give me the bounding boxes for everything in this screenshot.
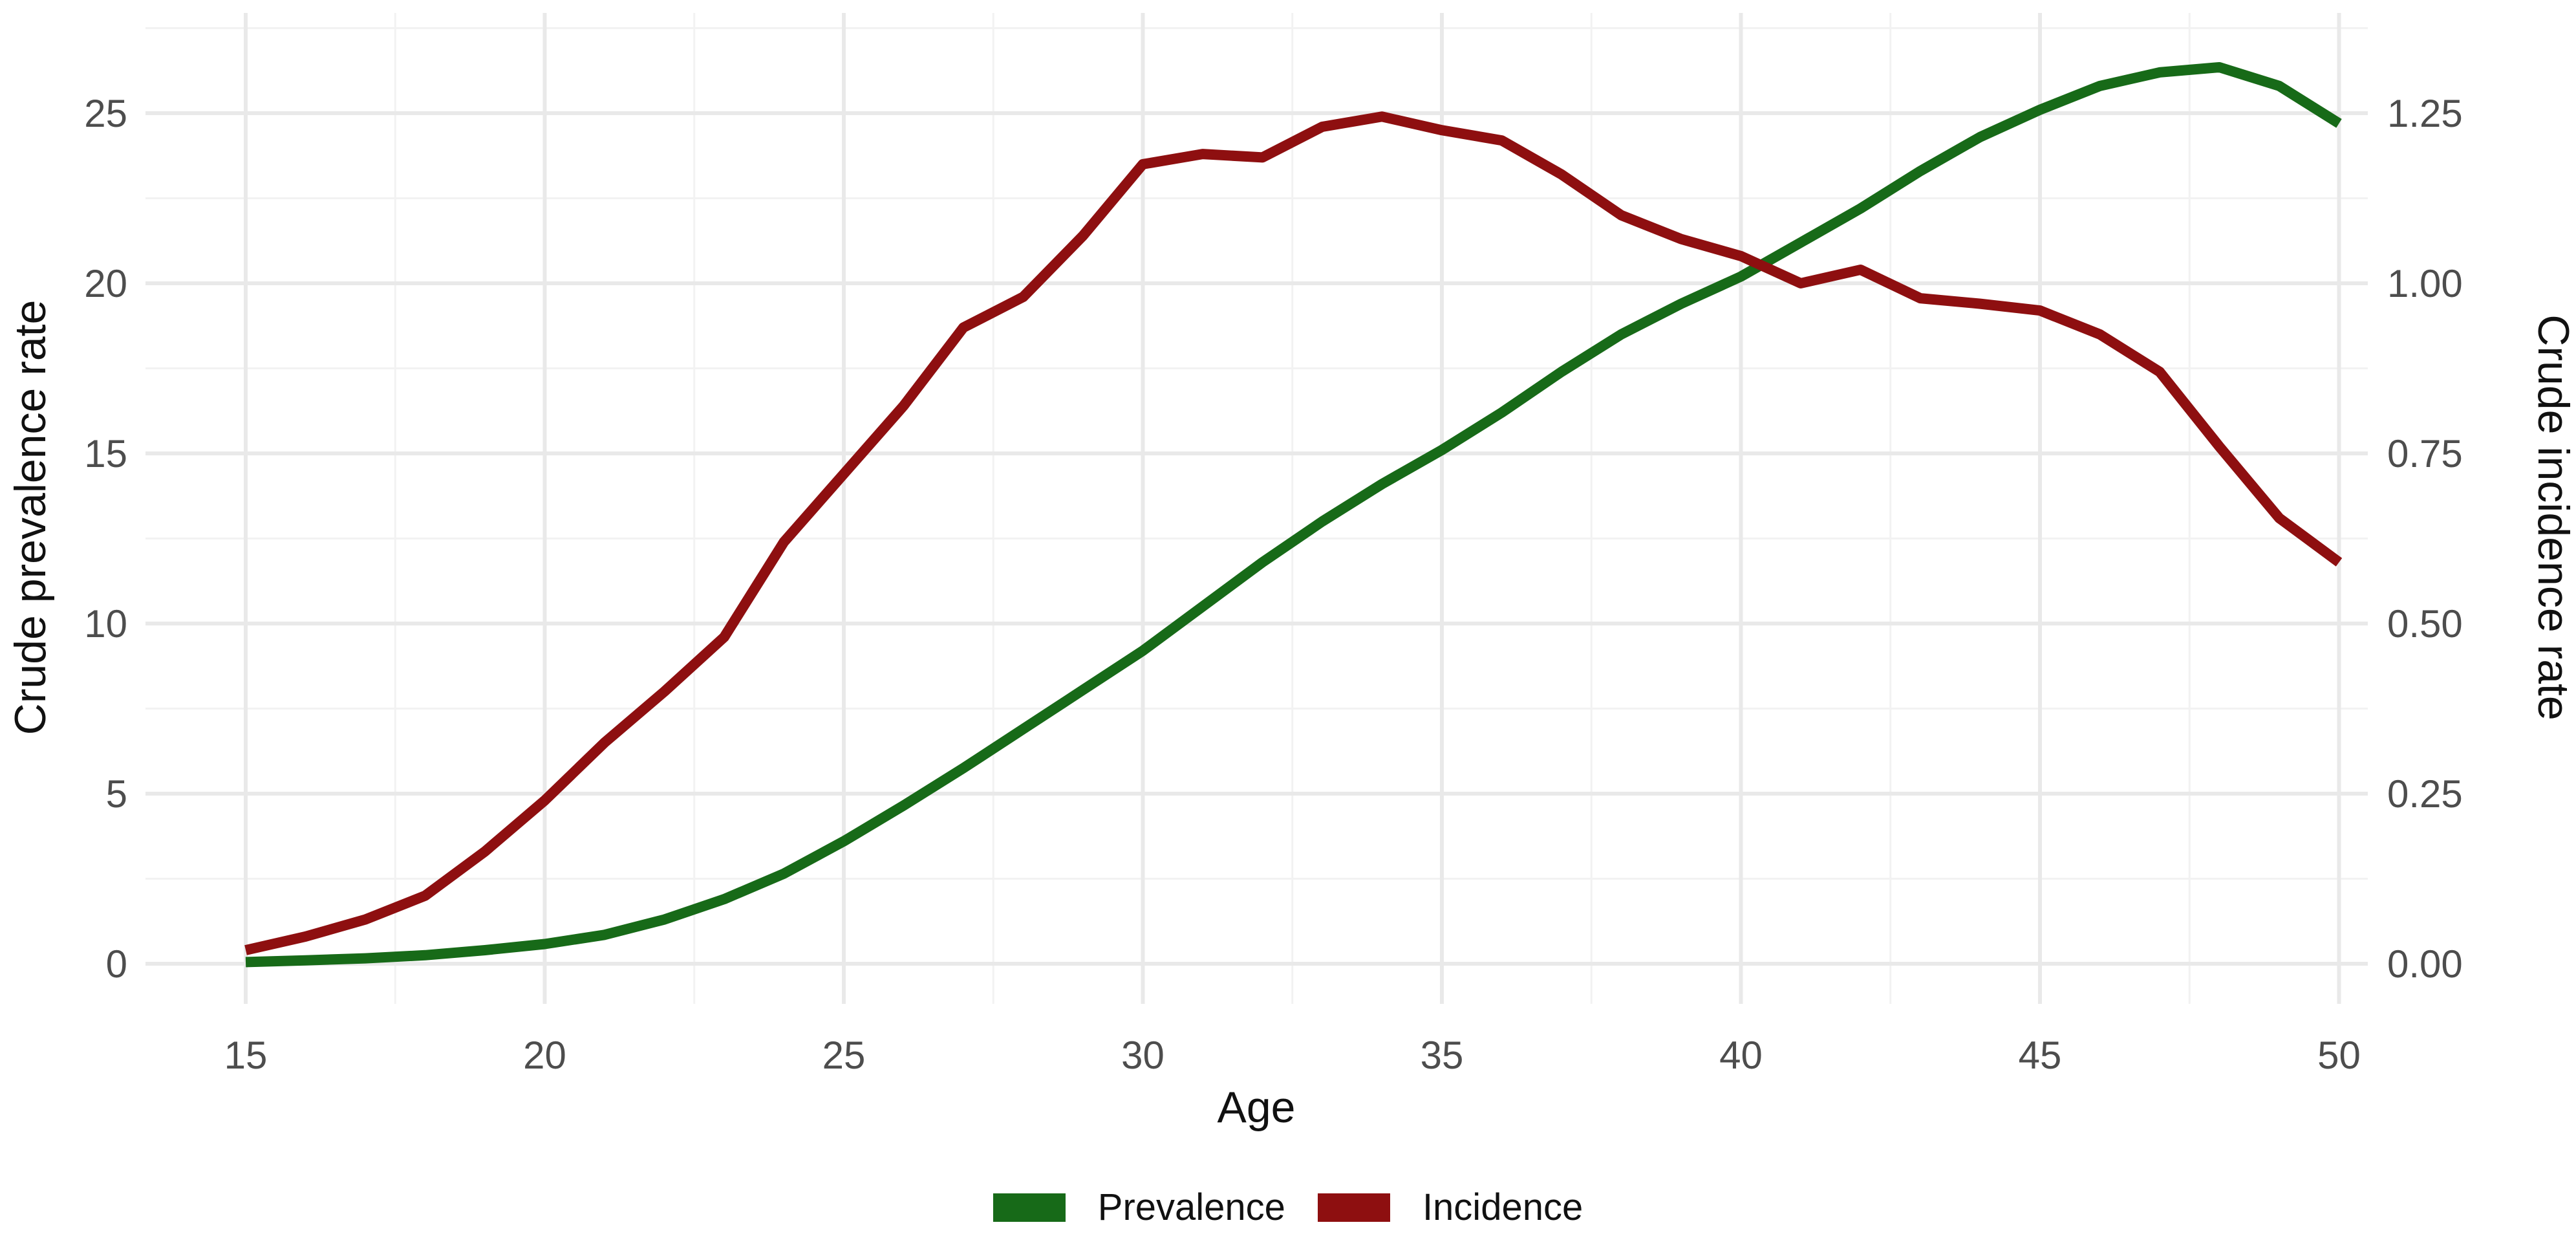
legend: Prevalence Incidence: [0, 1189, 2576, 1226]
x-tick-label: 25: [822, 1034, 866, 1077]
y-left-axis-title: Crude prevalence rate: [6, 300, 55, 735]
y-left-tick-label: 25: [84, 92, 127, 135]
x-tick-label: 45: [2019, 1034, 2062, 1077]
x-tick-label: 35: [1421, 1034, 1464, 1077]
minor-gridlines: [145, 13, 2368, 1004]
y-left-tick-label: 5: [106, 772, 127, 816]
x-tick-label: 15: [224, 1034, 268, 1077]
series-lines: [244, 62, 2343, 968]
incidence-legend-label: Incidence: [1422, 1186, 1583, 1228]
legend-item-prevalence: Prevalence: [993, 1189, 1285, 1226]
y-left-tick-label: 15: [84, 432, 127, 475]
y-right-tick-label: 0.00: [2387, 942, 2463, 986]
x-tick-label: 30: [1121, 1034, 1165, 1077]
y-right-tick-label: 1.25: [2387, 92, 2463, 135]
legend-item-incidence: Incidence: [1317, 1186, 1583, 1228]
x-tick-label: 20: [523, 1034, 566, 1077]
y-right-tick-label: 0.50: [2387, 602, 2463, 646]
y-left-tick-label: 0: [106, 942, 127, 986]
prevalence-line: [245, 62, 2342, 968]
tick-labels: 15 20 25 30 35 40 45 50 0 5 10 15 20 25 0.00 0.25 0.50 0.…: [84, 92, 2463, 1077]
y-right-tick-label: 0.75: [2387, 432, 2463, 475]
prevalence-legend-label: Prevalence: [1097, 1186, 1285, 1228]
incidence-legend-swatch: [1317, 1193, 1390, 1222]
y-right-tick-label: 0.25: [2387, 772, 2463, 816]
y-left-tick-label: 20: [84, 262, 127, 305]
x-tick-label: 50: [2317, 1034, 2361, 1077]
prevalence-legend-swatch: [993, 1193, 1066, 1222]
major-gridlines: [145, 13, 2368, 1004]
x-tick-label: 40: [1719, 1034, 1763, 1077]
incidence-line: [244, 111, 2343, 955]
x-axis-title: Age: [1218, 1083, 1296, 1132]
y-right-tick-label: 1.00: [2387, 262, 2463, 305]
y-right-axis-title: Crude incidence rate: [2529, 314, 2576, 720]
y-left-tick-label: 10: [84, 602, 127, 646]
